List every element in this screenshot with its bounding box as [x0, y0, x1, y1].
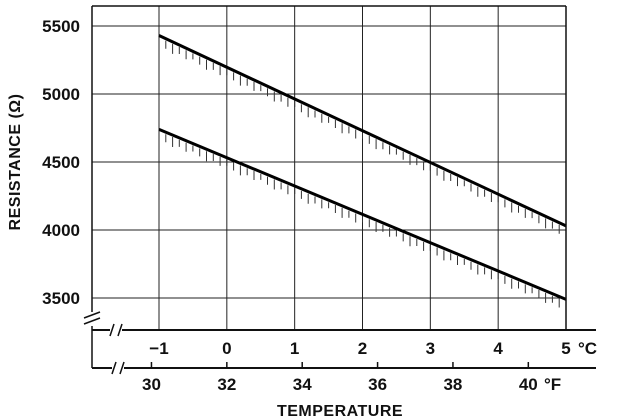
grid [92, 6, 567, 330]
x-fahrenheit-tick-label-34: 34 [293, 375, 312, 394]
x-fahrenheit-tick-label-36: 36 [368, 375, 387, 394]
fahrenheit-axis-break [111, 361, 125, 375]
x-celsius-tick-label-5: 4 [493, 339, 503, 358]
y-tick-label-4000: 4000 [42, 221, 80, 240]
y-tick-label-4500: 4500 [42, 153, 80, 172]
series-group [158, 34, 567, 308]
x-fahrenheit-tick-label-40: 40 [519, 375, 538, 394]
series-line-1 [158, 34, 567, 228]
x-celsius-tick-label-4: 3 [426, 339, 435, 358]
celsius-axis-break [109, 323, 123, 337]
y-tick-label-5500: 5500 [42, 17, 80, 36]
x-axis-title: TEMPERATURE [277, 403, 403, 420]
y-axis-title: RESISTANCE (Ω) [7, 94, 24, 231]
x-fahrenheit-tick-label-38: 38 [443, 375, 462, 394]
x-celsius-tick-label-0: −1 [149, 339, 168, 358]
x-fahrenheit-tick-label-32: 32 [217, 375, 236, 394]
axes [83, 5, 596, 375]
series-hatch-1 [165, 40, 560, 234]
x-celsius-tick-label-3: 2 [358, 339, 367, 358]
x-celsius-tick-label-2: 1 [290, 339, 299, 358]
x-fahrenheit-unit: °F [544, 375, 561, 394]
y-axis-break [83, 311, 101, 325]
y-tick-label-3500: 3500 [42, 289, 80, 308]
series-hatch-2 [165, 134, 560, 308]
series-line-2 [158, 127, 567, 301]
x-celsius-unit: °C [578, 339, 597, 358]
x-celsius-tick-label-1: 0 [222, 339, 231, 358]
x-fahrenheit-tick-label-30: 30 [142, 375, 161, 394]
x-celsius-tick-label-6: 5 [561, 339, 570, 358]
y-tick-label-5000: 5000 [42, 85, 80, 104]
